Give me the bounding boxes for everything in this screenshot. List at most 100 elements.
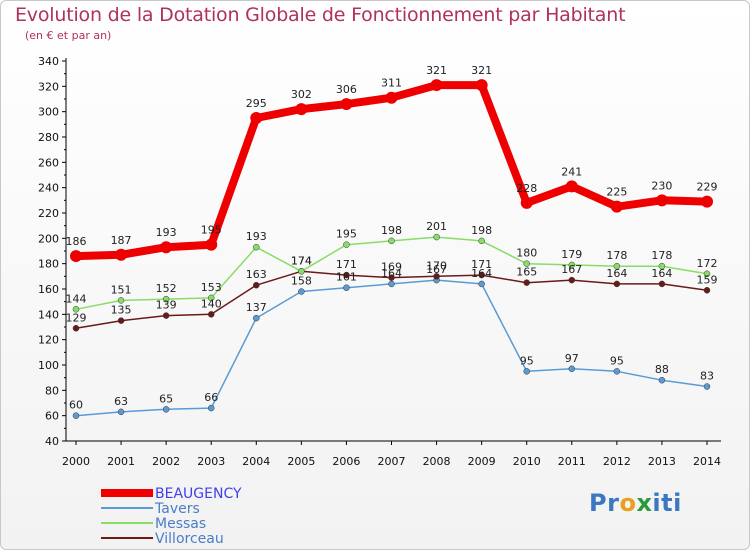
data-label: 95 xyxy=(610,354,624,367)
data-point xyxy=(388,237,395,245)
data-label: 321 xyxy=(471,64,492,77)
data-label: 169 xyxy=(381,261,402,274)
data-label: 229 xyxy=(697,181,718,194)
data-label: 144 xyxy=(66,292,87,305)
y-tick-label: 80 xyxy=(45,384,59,397)
data-label: 164 xyxy=(606,267,627,280)
legend-label-beaugency: BEAUGENCY xyxy=(155,486,242,502)
logo-part: Pr xyxy=(589,489,620,517)
data-label: 129 xyxy=(66,311,87,324)
y-tick-label: 180 xyxy=(38,258,59,271)
legend-label-tavers: Tavers xyxy=(154,501,200,517)
data-point xyxy=(568,365,576,373)
data-point xyxy=(72,412,80,419)
legend-label-messas: Messas xyxy=(155,516,206,532)
legend-label-villorceau: Villorceau xyxy=(155,531,224,547)
data-point xyxy=(343,271,350,279)
data-point xyxy=(253,314,260,322)
data-label: 174 xyxy=(291,254,312,267)
data-point xyxy=(565,180,578,193)
data-label: 198 xyxy=(381,224,402,237)
data-label: 158 xyxy=(291,275,312,288)
data-point xyxy=(340,98,353,111)
data-label: 167 xyxy=(561,263,582,276)
y-tick-label: 140 xyxy=(38,308,59,321)
data-point xyxy=(115,248,128,261)
data-point xyxy=(207,404,215,412)
data-label: 228 xyxy=(516,182,537,195)
data-point xyxy=(478,237,485,245)
data-point xyxy=(613,280,621,288)
y-tick-label: 120 xyxy=(38,334,59,347)
data-label: 164 xyxy=(651,267,672,280)
data-label: 178 xyxy=(651,249,672,262)
data-label: 88 xyxy=(655,363,669,376)
data-label: 164 xyxy=(381,267,402,280)
x-tick-label: 2010 xyxy=(513,455,541,468)
data-label: 95 xyxy=(520,354,534,367)
data-point xyxy=(703,270,711,278)
data-point xyxy=(72,306,80,313)
y-tick-label: 340 xyxy=(38,55,59,68)
data-point xyxy=(701,195,713,208)
x-tick-label: 2013 xyxy=(648,455,676,468)
data-point xyxy=(523,260,530,267)
data-point xyxy=(117,317,125,324)
x-tick-label: 2014 xyxy=(693,455,721,468)
y-tick-label: 60 xyxy=(45,410,59,423)
data-label: 163 xyxy=(246,268,267,281)
data-label: 65 xyxy=(159,392,173,405)
data-label: 198 xyxy=(471,224,492,237)
x-tick-label: 2009 xyxy=(468,455,496,468)
series-layer xyxy=(70,79,713,419)
data-point xyxy=(162,406,170,413)
data-point xyxy=(160,241,173,254)
data-label: 178 xyxy=(606,249,627,262)
data-label: 241 xyxy=(561,165,582,178)
data-point xyxy=(658,280,666,288)
data-label: 180 xyxy=(516,247,537,260)
data-label: 195 xyxy=(336,228,357,241)
chart-title: Evolution de la Dotation Globale de Fonc… xyxy=(15,4,626,26)
chart-subtitle: (en € et par an) xyxy=(25,29,112,42)
y-tick-label: 240 xyxy=(38,182,59,195)
data-point xyxy=(430,79,443,92)
data-label: 161 xyxy=(336,271,357,284)
logo-part: x xyxy=(636,489,653,517)
data-point xyxy=(70,250,82,263)
data-label: 201 xyxy=(426,220,447,233)
y-tick-label: 300 xyxy=(38,106,59,119)
data-point xyxy=(475,79,488,92)
data-point xyxy=(117,297,125,304)
data-point xyxy=(703,287,711,294)
data-point xyxy=(568,276,576,284)
data-label: 151 xyxy=(111,283,132,296)
data-label: 167 xyxy=(426,263,447,276)
data-point xyxy=(523,279,530,286)
data-point xyxy=(433,273,440,280)
data-point xyxy=(658,262,666,270)
data-label: 63 xyxy=(114,395,128,408)
x-tick-label: 2006 xyxy=(332,455,360,468)
data-point xyxy=(162,295,170,303)
data-point xyxy=(610,200,623,213)
data-point xyxy=(388,274,395,281)
data-point xyxy=(298,288,305,295)
data-point xyxy=(250,112,263,124)
data-label: 193 xyxy=(246,230,267,243)
x-tick-label: 2005 xyxy=(287,455,315,468)
data-label: 174 xyxy=(291,254,312,267)
proxiti-logo: Proxiti xyxy=(589,489,682,517)
x-tick-label: 2012 xyxy=(603,455,631,468)
data-point xyxy=(117,408,125,416)
data-point xyxy=(658,376,666,384)
y-tick-label: 100 xyxy=(38,359,59,372)
data-label: 66 xyxy=(204,391,218,404)
data-point xyxy=(253,281,260,289)
data-point xyxy=(523,368,530,375)
data-label: 83 xyxy=(700,370,714,383)
data-point xyxy=(568,261,576,269)
x-tick-label: 2011 xyxy=(558,455,586,468)
data-label: 152 xyxy=(156,282,177,295)
